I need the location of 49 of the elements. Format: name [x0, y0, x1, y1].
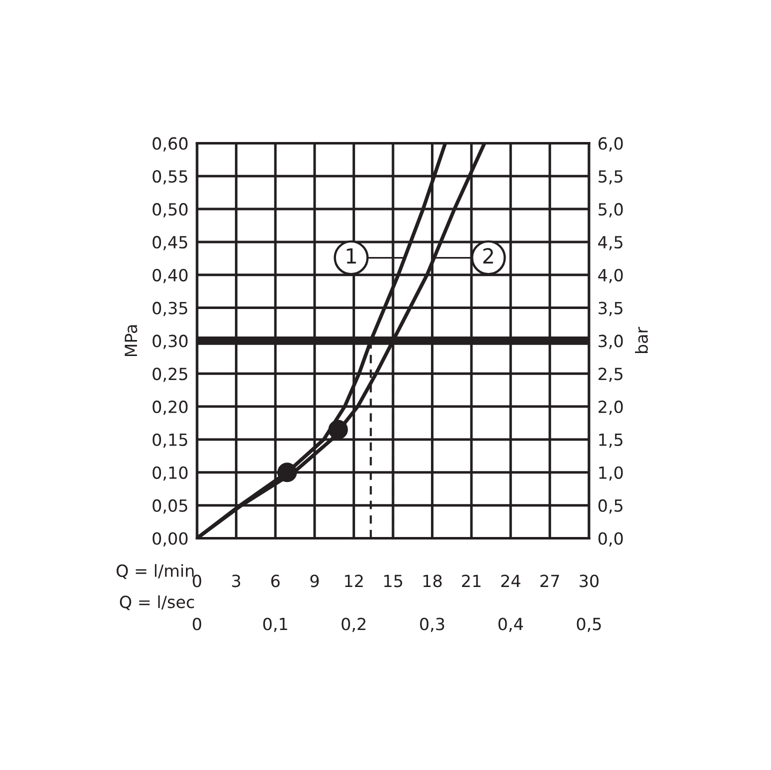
x-tick-label: 0 — [192, 574, 202, 588]
x-tick-label: 30 — [580, 574, 599, 588]
x-tick-label: 27 — [540, 574, 560, 588]
y-tick-label: 0,40 — [152, 268, 188, 284]
y2-axis-title: bar — [634, 326, 648, 354]
x2-tick-label: 0,5 — [576, 618, 601, 632]
y-tick-label: 0,25 — [152, 368, 188, 382]
y2-tick-label: 0,0 — [598, 532, 623, 546]
y2-tick-label: 0,5 — [598, 499, 622, 514]
y-tick-label: 0,50 — [152, 203, 188, 218]
y-tick-label: 0,20 — [152, 400, 188, 415]
y-tick-label: 0,30 — [152, 334, 188, 349]
y-tick-label: 0,15 — [152, 433, 188, 448]
y2-tick-label: 5,0 — [598, 203, 623, 218]
y-tick-label: 0,10 — [152, 466, 188, 481]
x2-tick-label: 0,4 — [498, 618, 523, 632]
x2-tick-label: 0 — [192, 618, 202, 630]
annotation: 2 — [483, 248, 493, 264]
y2-tick-label: 4,5 — [598, 236, 622, 250]
x2-tick-label: 0,3 — [420, 618, 444, 632]
y-axis-title: MPa — [124, 325, 138, 356]
x-tick-label: 21 — [462, 574, 480, 588]
x-axis-title: Q = l/min — [116, 564, 194, 579]
annotation: 1 — [346, 248, 356, 264]
x-tick-label: 15 — [384, 574, 402, 588]
x2-tick-label: 0,1 — [263, 618, 288, 632]
x-tick-label: 9 — [310, 574, 319, 588]
x-tick-label: 24 — [501, 574, 520, 588]
y2-tick-label: 3,5 — [598, 302, 622, 316]
y2-tick-label: 1,0 — [599, 466, 623, 481]
y2-tick-label: 3,0 — [598, 334, 623, 349]
y-tick-label: 0,45 — [152, 236, 188, 250]
y-tick-label: 0,05 — [152, 499, 188, 514]
x-tick-label: 3 — [232, 574, 240, 588]
y2-tick-label: 4,0 — [598, 268, 623, 284]
x-tick-label: 6 — [271, 574, 280, 588]
y-tick-label: 0,60 — [152, 137, 188, 152]
x-tick-label: 12 — [345, 574, 363, 588]
y-tick-label: 0,35 — [152, 302, 188, 316]
y-tick-label: 0,00 — [152, 532, 188, 546]
y2-tick-label: 5,5 — [598, 170, 622, 184]
y2-tick-label: 1,5 — [599, 434, 622, 448]
x2-axis-title: Q = l/sec — [120, 595, 194, 610]
y2-tick-label: 6,0 — [598, 137, 623, 152]
y2-tick-label: 2,5 — [598, 368, 622, 382]
y-tick-label: 0,55 — [152, 170, 188, 184]
y2-tick-label: 2,0 — [598, 400, 623, 415]
x-tick-label: 18 — [423, 574, 442, 588]
x2-tick-label: 0,2 — [342, 618, 366, 632]
